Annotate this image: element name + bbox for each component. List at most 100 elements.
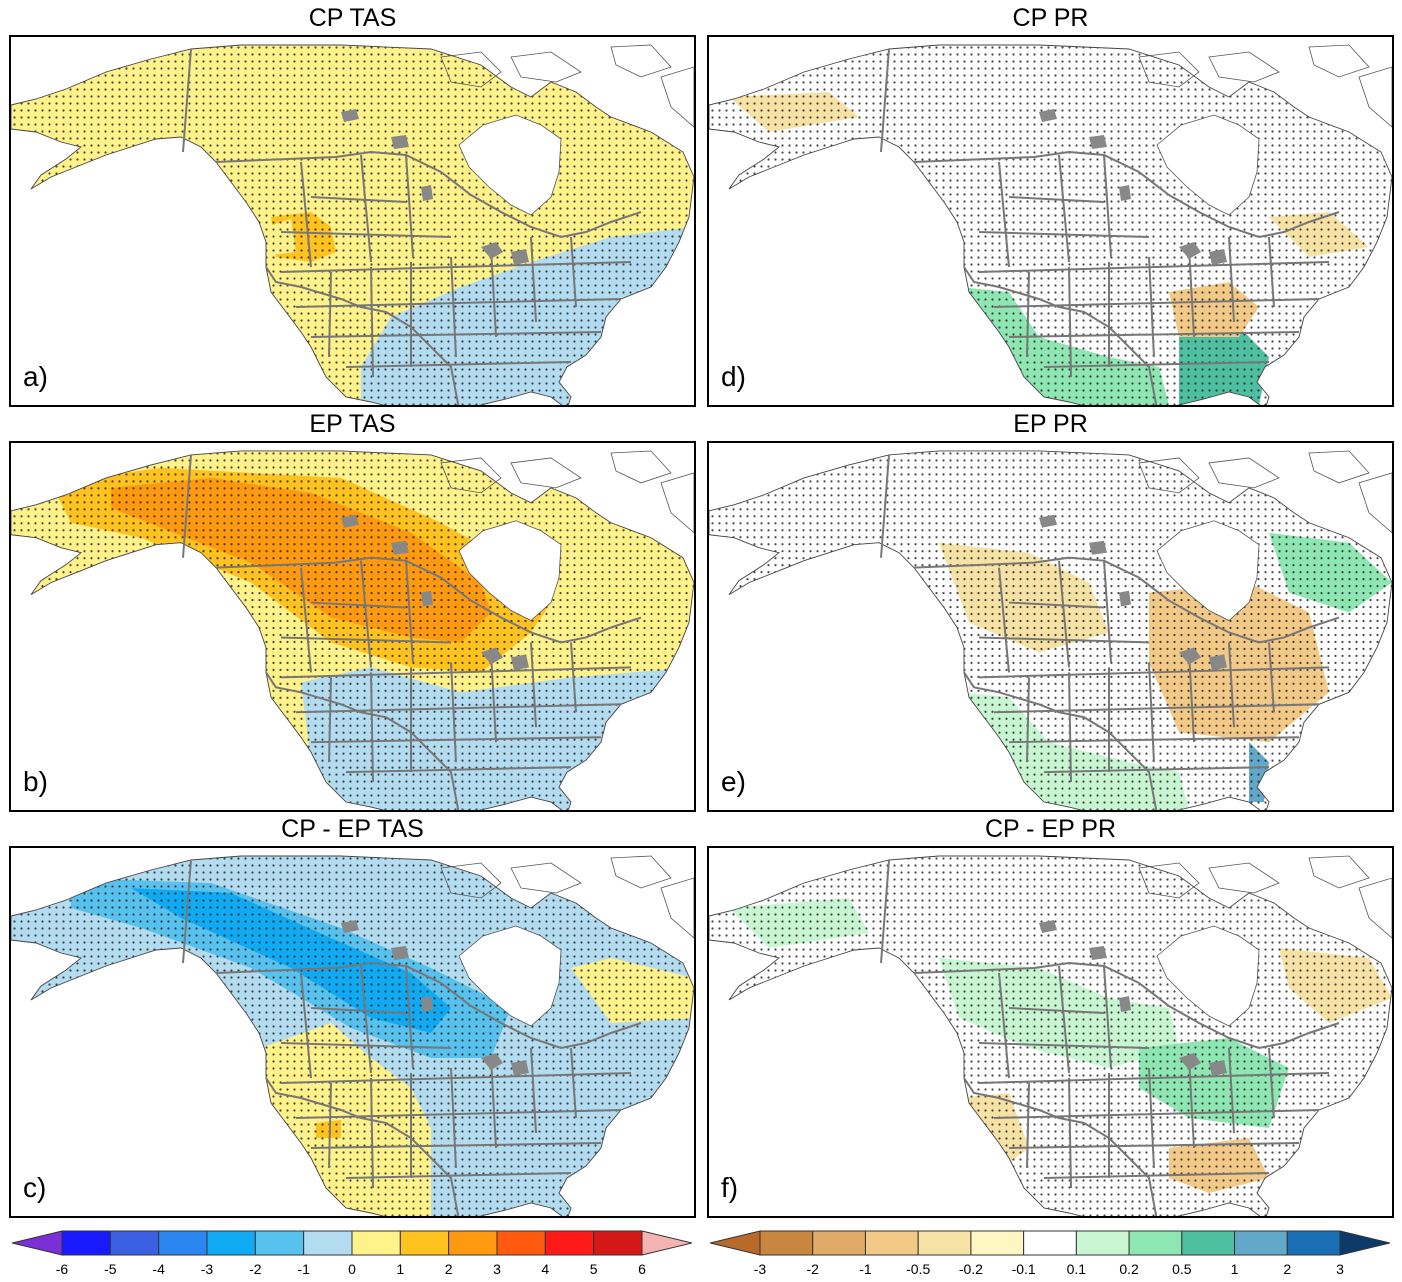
lake <box>1209 654 1227 671</box>
colorbar-tick-label: 3 <box>1336 1261 1344 1277</box>
political-border <box>310 196 407 203</box>
island-outline <box>610 44 672 78</box>
colorbar-tick-label: 3 <box>493 1261 501 1277</box>
lake <box>421 590 433 607</box>
political-border <box>280 1042 452 1049</box>
lake <box>391 135 409 149</box>
colorbar-box <box>1286 1230 1341 1256</box>
political-border <box>570 236 577 308</box>
panel-label: b) <box>23 766 48 797</box>
map-svg <box>11 44 694 405</box>
political-border <box>1026 271 1030 358</box>
political-border <box>295 1109 622 1119</box>
colorbar-tick-label: 2 <box>444 1261 453 1277</box>
panel-d: CP PR d) <box>707 3 1394 407</box>
political-border <box>1043 361 1270 368</box>
significance-stipple <box>11 856 694 1216</box>
island-outline <box>1208 457 1280 489</box>
hudson-bay <box>1156 925 1260 1027</box>
panel-c: CP - EP TAS c) <box>9 814 696 1218</box>
anomaly-fill <box>11 856 694 1216</box>
political-border <box>998 567 1010 673</box>
political-border <box>182 859 192 964</box>
political-border <box>450 662 457 763</box>
map <box>9 35 696 407</box>
island-outline <box>1208 51 1280 83</box>
land-mass <box>709 450 1392 810</box>
lake <box>1179 1053 1201 1070</box>
lake <box>1039 920 1057 933</box>
lake <box>1089 540 1107 555</box>
colorbar-tick-label: -2 <box>806 1261 819 1277</box>
political-border <box>993 1109 1320 1119</box>
colorbar-box <box>351 1230 401 1256</box>
political-border <box>345 1172 572 1179</box>
panel-label: f) <box>721 1172 739 1203</box>
political-border <box>215 150 642 239</box>
political-border <box>1103 560 1112 663</box>
island-outline <box>440 862 502 899</box>
lake <box>421 185 433 201</box>
map-svg <box>709 855 1392 1216</box>
political-border <box>490 246 497 338</box>
political-border <box>1058 154 1070 263</box>
anomaly-fill <box>709 450 1392 810</box>
colorbar-min-arrow <box>710 1230 761 1256</box>
island-outline <box>510 862 582 894</box>
political-border <box>880 454 890 558</box>
political-border <box>490 1057 497 1149</box>
colorbar-tick-label: 0.1 <box>1066 1261 1087 1277</box>
political-border <box>1008 601 1105 609</box>
political-border <box>1268 642 1275 713</box>
significance-stipple <box>709 450 1392 810</box>
lake <box>511 249 529 265</box>
political-border <box>530 642 537 728</box>
lake <box>511 1060 529 1076</box>
political-border <box>310 331 602 338</box>
political-border <box>265 266 460 405</box>
panel-a: CP TAS a) <box>9 3 696 407</box>
political-border <box>360 154 372 263</box>
political-border <box>215 961 642 1050</box>
political-border <box>1148 1067 1155 1169</box>
hudson-bay <box>1156 520 1260 621</box>
hudson-bay <box>458 925 562 1027</box>
island-outline <box>1138 51 1200 88</box>
colorbar-tick-label: -3 <box>753 1261 767 1277</box>
colorbar-box <box>864 1230 919 1256</box>
political-border <box>978 1042 1150 1049</box>
colorbar-tick-label: 0.2 <box>1119 1261 1139 1277</box>
political-border <box>1058 965 1070 1074</box>
political-border <box>295 703 622 714</box>
colorbar-box <box>917 1230 972 1256</box>
lake <box>421 996 433 1012</box>
political-border <box>215 556 642 644</box>
colorbar-box <box>544 1230 595 1256</box>
island-outline <box>610 855 672 889</box>
land-mass <box>11 450 694 810</box>
political-border <box>1026 677 1030 763</box>
island-outline <box>440 51 502 88</box>
political-border <box>993 703 1320 714</box>
political-border <box>300 567 312 673</box>
political-border <box>360 965 372 1074</box>
island-outline <box>1208 862 1280 894</box>
significance-stipple <box>709 45 1392 405</box>
lake <box>1179 647 1201 665</box>
land-mass <box>709 855 1392 1216</box>
island-outline <box>660 472 694 534</box>
political-border <box>280 261 632 273</box>
tas-colorbar: -6 -5 -4 -3 -2 -1 0 1 2 3 4 5 6 <box>12 1228 692 1280</box>
political-border <box>450 256 457 358</box>
anomaly-fill <box>11 450 694 810</box>
map <box>707 441 1394 812</box>
political-border <box>1148 256 1155 358</box>
colorbar-box <box>61 1230 111 1256</box>
panel-title: CP - EP PR <box>984 815 1117 843</box>
political-border <box>182 454 192 558</box>
tas-colorbar-svg <box>12 1230 692 1256</box>
map <box>9 441 696 812</box>
lake <box>1119 590 1131 607</box>
political-border <box>405 154 414 258</box>
colorbar-box <box>812 1230 866 1256</box>
